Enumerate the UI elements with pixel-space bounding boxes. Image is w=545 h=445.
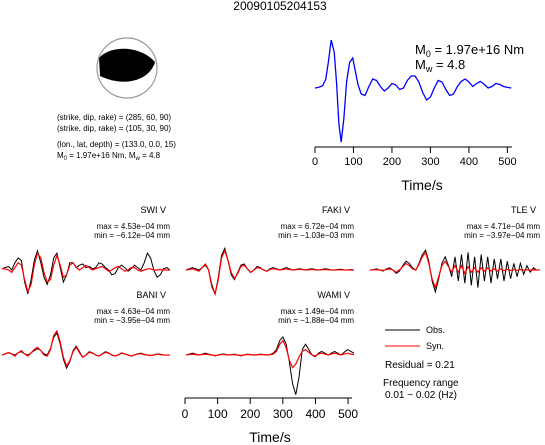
event-moment-summary: M0 = 1.97e+16 Nm, Mw = 4.8	[57, 151, 161, 162]
trace-min-label: min = −3.95e−04 mm	[94, 316, 170, 325]
bottom-time-axis: 0 100 200 300 400 500 Time/s	[182, 397, 358, 445]
station-label: WAMI V	[317, 290, 350, 300]
bottom-x-tick-label: 0	[182, 407, 189, 421]
stf-x-tick-label: 200	[383, 156, 401, 168]
stf-x-tick-label: 0	[312, 156, 318, 168]
trace-min-label: min = −6.12e−04 mm	[94, 231, 170, 240]
bottom-x-tick-label: 300	[273, 407, 293, 421]
station-label: SWI V	[140, 205, 166, 215]
legend: Obs. Syn. Residual = 0.21 Frequency rang…	[383, 325, 459, 401]
residual-label: Residual = 0.21	[385, 360, 455, 371]
stf-x-ticks: 0 100 200 300 400 500	[312, 147, 517, 168]
obs-trace	[1, 249, 171, 295]
stf-plot: 0 100 200 300 400 500 Time/s M0 = 1.97e+16 Nm…	[312, 39, 524, 193]
event-location: (lon., lat, depth) = (133.0, 0.0, 15)	[57, 140, 176, 149]
focal-mechanism-beachball	[96, 37, 158, 99]
syn-trace	[185, 339, 355, 369]
nodal-plane-1: (strike, dip, rake) = (285, 60, 90)	[57, 113, 171, 122]
stf-series-line	[314, 39, 512, 143]
bottom-x-tick-label: 100	[208, 407, 228, 421]
syn-trace	[369, 251, 540, 290]
stf-mw-label: Mw = 4.8	[415, 57, 465, 74]
bottom-x-tick-label: 400	[305, 407, 325, 421]
bottom-x-tick-label: 500	[338, 407, 358, 421]
legend-obs-label: Obs.	[426, 325, 445, 335]
trace-max-label: max = 6.72e−04 mm	[281, 222, 355, 231]
trace-min-label: min = −1.88e−04 mm	[278, 316, 354, 325]
event-info: (strike, dip, rake) = (285, 60, 90) (str…	[57, 113, 176, 162]
legend-syn-label: Syn.	[426, 341, 444, 351]
stf-x-tick-label: 100	[344, 156, 362, 168]
stf-x-tick-label: 500	[498, 156, 516, 168]
obs-trace	[185, 246, 355, 296]
obs-trace	[1, 331, 170, 370]
stf-m0-label: M0 = 1.97e+16 Nm	[415, 42, 524, 59]
trace-max-label: max = 4.53e−04 mm	[97, 222, 171, 231]
obs-trace	[185, 336, 355, 395]
bottom-x-axis-label: Time/s	[249, 429, 290, 445]
syn-trace	[2, 251, 170, 294]
station-label: TLE V	[511, 205, 536, 215]
figure-title: 20090105204153	[233, 0, 327, 13]
nodal-plane-2: (strike, dip, rake) = (105, 30, 90)	[57, 124, 171, 133]
stf-x-axis-label: Time/s	[401, 177, 442, 193]
station-label: FAKI V	[322, 205, 350, 215]
trace-max-label: max = 1.49e−04 mm	[281, 307, 355, 316]
trace-min-label: min = −3.97e−04 mm	[464, 231, 540, 240]
bottom-x-tick-label: 200	[240, 407, 260, 421]
trace-max-label: max = 4.63e−04 mm	[97, 307, 171, 316]
stf-x-tick-label: 400	[460, 156, 478, 168]
obs-trace	[369, 249, 540, 294]
syn-trace	[185, 249, 354, 296]
bottom-x-ticks: 0 100 200 300 400 500	[182, 398, 358, 421]
stf-x-tick-label: 300	[421, 156, 439, 168]
trace-min-label: min = −1.03e−03 mm	[278, 231, 354, 240]
frequency-range-value: 0.01 − 0.02 (Hz)	[385, 390, 457, 401]
syn-trace	[1, 329, 170, 368]
trace-max-label: max = 4.71e−04 mm	[467, 222, 541, 231]
frequency-range-title: Frequency range	[383, 378, 459, 389]
station-label: BANI V	[136, 290, 166, 300]
